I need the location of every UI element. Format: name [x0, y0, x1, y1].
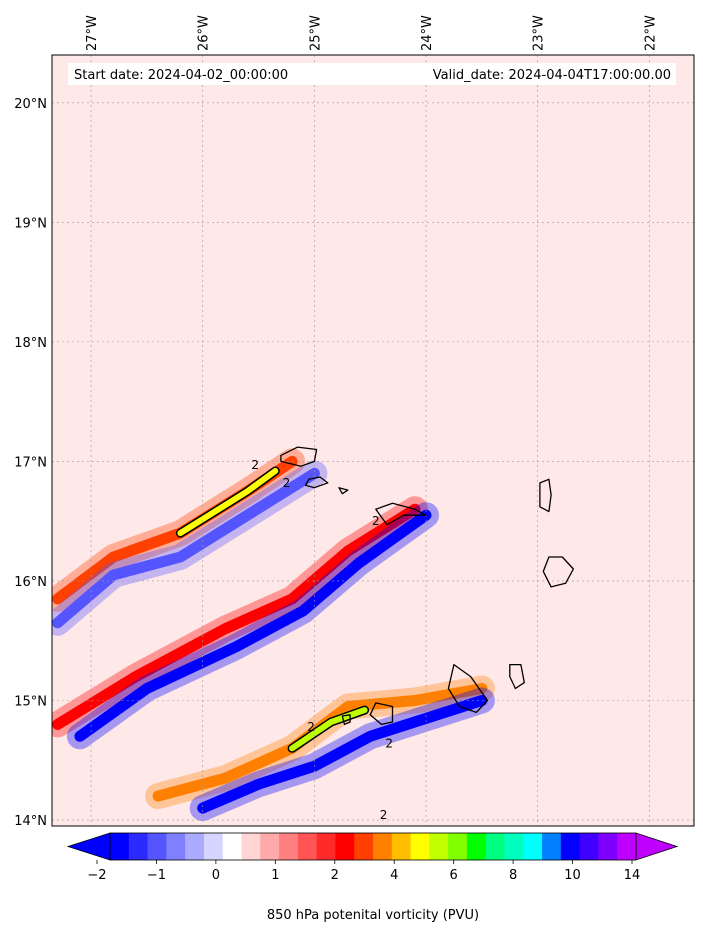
colorbar-segment: [542, 833, 562, 860]
contour-label: 2: [380, 808, 388, 822]
valid-date-label: Valid_date: 2024-04-04T17:00:00.00: [433, 68, 671, 83]
colorbar-segment: [354, 833, 374, 860]
pv-field-layer: [52, 448, 495, 822]
lat-tick-label: 18°N: [14, 336, 47, 351]
colorbar-segment: [523, 833, 543, 860]
latitude-tick-labels: 20°N 19°N 18°N 17°N 16°N 15°N 14°N: [14, 97, 47, 829]
colorbar-segment: [429, 833, 449, 860]
graticule: [52, 55, 694, 826]
colorbar-tick-label: 8: [509, 868, 517, 883]
lat-tick-label: 20°N: [14, 97, 47, 112]
colorbar-tick-label: 0: [212, 868, 220, 883]
colorbar-label: 850 hPa potenital vorticity (PVU): [267, 908, 479, 923]
colorbar-tick-label: 14: [624, 868, 641, 883]
island-maio: [509, 663, 525, 690]
colorbar-segment: [128, 833, 149, 860]
core-north: [177, 468, 279, 537]
colorbar-segment: [598, 833, 618, 860]
contour-labels: 2 2 2 2 2 2: [251, 458, 393, 822]
map-background: [52, 55, 694, 826]
island-sal: [539, 478, 552, 513]
lon-tick-label: 25°W: [308, 15, 323, 51]
colorbar-frame: [109, 832, 637, 861]
colorbar-tick-label: 10: [564, 868, 581, 883]
colorbar-segment: [110, 833, 130, 860]
lat-tick-label: 16°N: [14, 575, 47, 590]
colorbar: −2 −1 0 1 2 4 6 8 10 14: [66, 832, 679, 883]
island-brava: [341, 714, 351, 726]
band-middle-negative: [74, 509, 432, 742]
colorbar-tick-label: 1: [271, 868, 279, 883]
lat-tick-label: 14°N: [14, 814, 47, 829]
contour-label: 2: [283, 476, 291, 490]
colorbar-segment: [448, 833, 468, 860]
core-south: [289, 707, 368, 752]
island-santiago: [447, 663, 489, 714]
colorbar-segment: [316, 833, 336, 860]
colorbar-segment: [560, 833, 581, 860]
colorbar-segment: [203, 833, 224, 860]
longitude-tick-labels: 27°W 26°W 25°W 24°W 23°W 22°W: [85, 15, 658, 51]
lon-tick-label: 23°W: [532, 15, 547, 51]
colorbar-segment: [466, 833, 487, 860]
contour-label: 2: [385, 737, 393, 751]
colorbar-segment: [335, 833, 355, 860]
colorbar-segment: [410, 833, 430, 860]
lon-tick-label: 26°W: [197, 15, 212, 51]
lat-tick-label: 15°N: [14, 694, 47, 709]
band-south-negative: [197, 695, 488, 814]
lon-tick-label: 27°W: [85, 15, 100, 51]
colorbar-tick-label: −2: [87, 868, 106, 883]
lon-tick-label: 22°W: [643, 15, 658, 51]
band-middle-positive: [52, 503, 421, 730]
island-boa-vista: [542, 556, 575, 588]
colorbar-segment: [279, 833, 299, 860]
colorbar-segment: [391, 833, 412, 860]
colorbar-segment: [185, 833, 205, 860]
header-box: [68, 63, 676, 85]
colorbar-segment: [241, 833, 261, 860]
contour-label: 2: [372, 514, 380, 528]
lon-tick-label: 24°W: [420, 15, 435, 51]
colorbar-min-arrow: [66, 832, 111, 861]
island-sao-nicolau: [375, 502, 427, 526]
colorbar-segment: [297, 833, 318, 860]
colorbar-tick-label: 2: [331, 868, 339, 883]
coastlines: [280, 446, 575, 726]
colorbar-segment: [504, 833, 524, 860]
contour-label: 2: [251, 458, 259, 472]
island-santo-antao: [280, 446, 318, 467]
island-santa-luzia: [338, 487, 349, 495]
map-frame: [51, 54, 695, 827]
colorbar-segment: [166, 833, 186, 860]
start-date-label: Start date: 2024-04-02_00:00:00: [74, 68, 288, 83]
colorbar-tick-label: 4: [390, 868, 398, 883]
colorbar-segment: [373, 833, 393, 860]
colorbar-max-arrow: [635, 832, 679, 861]
colorbar-segment: [222, 833, 242, 860]
lat-tick-label: 17°N: [14, 455, 47, 470]
colorbar-segment: [579, 833, 599, 860]
colorbar-segment: [260, 833, 280, 860]
band-north-negative: [52, 467, 320, 629]
island-sao-vicente: [304, 476, 329, 489]
lat-tick-label: 19°N: [14, 216, 47, 231]
contour-label: 2: [307, 720, 315, 734]
island-fogo: [369, 702, 394, 726]
colorbar-tick-label: 6: [450, 868, 458, 883]
colorbar-segment: [485, 833, 505, 860]
colorbar-segment: [147, 833, 167, 860]
colorbar-tick-label: −1: [147, 868, 166, 883]
colorbar-segment: [617, 833, 637, 860]
